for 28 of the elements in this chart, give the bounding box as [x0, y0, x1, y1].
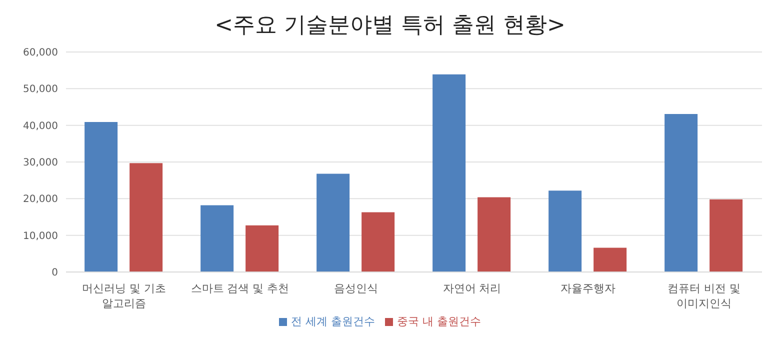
bar: [664, 114, 698, 272]
bar: [84, 122, 118, 272]
x-tick-label: 스마트 검색 및 추천: [190, 282, 290, 295]
bar: [130, 163, 163, 272]
y-tick-label: 10,000: [23, 230, 58, 242]
y-tick-label: 40,000: [23, 120, 58, 132]
y-tick-label: 20,000: [23, 194, 58, 206]
legend-label: 중국 내 출원건수: [397, 315, 481, 328]
y-tick-label: 30,000: [23, 158, 58, 169]
x-tick-label: 자연어 처리: [442, 282, 502, 295]
bar: [316, 174, 350, 272]
legend-label: 전 세계 출원건수: [291, 315, 375, 328]
bar: [710, 199, 743, 272]
x-tick-label: 컴퓨터 비전 및 이미지인식: [668, 282, 740, 310]
y-tick-label: 50,000: [23, 84, 58, 96]
bar: [246, 225, 279, 272]
x-tick-label: 머신러닝 및 기초 알고리즘: [82, 282, 166, 310]
y-tick-label: 0: [52, 268, 58, 279]
bar: [548, 190, 582, 272]
y-tick-label: 60,000: [23, 48, 58, 59]
bar: [432, 74, 466, 272]
bar: [362, 212, 395, 272]
bar: [478, 197, 511, 272]
x-tick-label: 음성인식: [334, 282, 378, 295]
x-tick-label: 자율주행자: [560, 282, 616, 295]
bar: [200, 205, 234, 272]
chart-title: <주요 기술분야별 특허 출원 현황>: [214, 12, 566, 40]
bar: [594, 248, 627, 272]
